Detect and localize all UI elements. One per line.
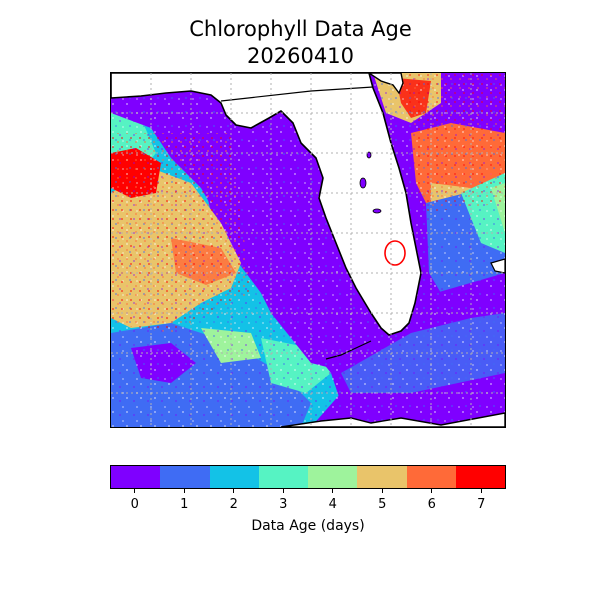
map-grid bbox=[111, 73, 505, 427]
colorbar-tick bbox=[282, 489, 284, 493]
colorbar-tick bbox=[381, 489, 383, 493]
colorbar-segment bbox=[406, 466, 456, 488]
colorbar-tick bbox=[431, 489, 433, 493]
colorbar-tick bbox=[332, 489, 334, 493]
state-border bbox=[220, 86, 374, 102]
colorbar-segment bbox=[160, 466, 210, 488]
chart-title: Chlorophyll Data Age bbox=[189, 17, 412, 41]
colorbar-tick bbox=[480, 489, 482, 493]
colorbar-tick bbox=[183, 489, 185, 493]
colorbar-tick bbox=[233, 489, 235, 493]
colorbar-tick bbox=[134, 489, 136, 493]
colorbar-segment bbox=[357, 466, 407, 488]
colorbar-tick-label: 1 bbox=[180, 497, 189, 512]
florida-land bbox=[111, 73, 422, 336]
colorbar-tick-label: 0 bbox=[130, 497, 139, 512]
lake-okeechobee bbox=[384, 240, 406, 266]
colorbar-segment bbox=[209, 466, 259, 488]
texture-red-specks-east bbox=[406, 73, 505, 213]
colorbar-tick-label: 5 bbox=[378, 497, 387, 512]
colorbar-tick-label: 6 bbox=[427, 497, 436, 512]
georgia-land bbox=[367, 73, 404, 95]
colorbar-segment bbox=[455, 466, 505, 488]
colorbar-segment bbox=[308, 466, 358, 488]
colorbar-tick-label: 7 bbox=[477, 497, 486, 512]
inland-lake-1 bbox=[359, 177, 367, 189]
chart-date: 20260410 bbox=[247, 44, 354, 68]
bahamas-island bbox=[490, 258, 505, 274]
colorbar bbox=[110, 465, 506, 489]
map-panel bbox=[110, 72, 506, 428]
keys-coast bbox=[325, 340, 372, 360]
colorbar-segment bbox=[111, 466, 161, 488]
colorbar-tick-label: 4 bbox=[328, 497, 337, 512]
inland-lake-2 bbox=[372, 208, 382, 214]
cuba-island bbox=[280, 412, 505, 427]
colorbar-segment bbox=[258, 466, 308, 488]
colorbar-tick-label: 3 bbox=[279, 497, 288, 512]
colorbar-label: Data Age (days) bbox=[251, 518, 365, 534]
colorbar-tick-label: 2 bbox=[229, 497, 238, 512]
